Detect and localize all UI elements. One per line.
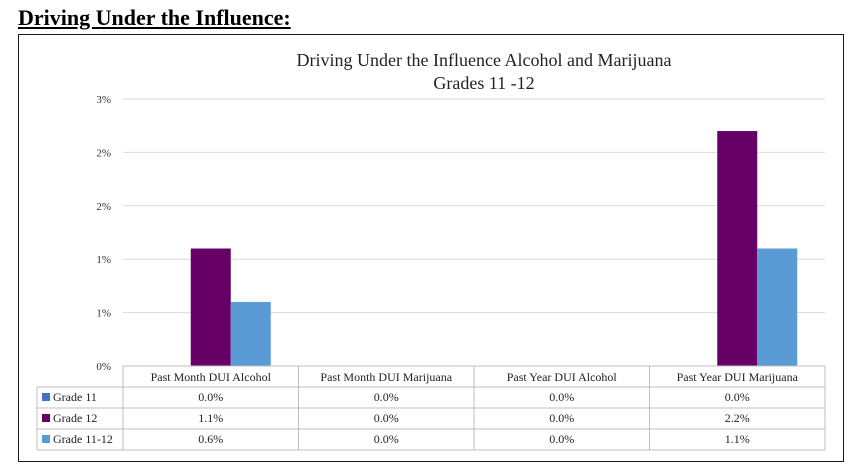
- bar: [717, 131, 758, 366]
- table-cell-value: 0.0%: [374, 411, 399, 425]
- table-cell-value: 0.0%: [725, 390, 750, 404]
- legend-label: Grade 11-12: [53, 432, 113, 446]
- bar: [230, 301, 271, 366]
- bar: [190, 248, 231, 366]
- table-cell-value: 1.1%: [725, 432, 750, 446]
- y-tick-label: 1%: [96, 254, 111, 266]
- table-cell-value: 0.0%: [549, 411, 574, 425]
- y-tick-label: 1%: [96, 308, 111, 320]
- table-cell-value: 0.0%: [549, 390, 574, 404]
- legend-key: [42, 435, 50, 443]
- table-cell-value: 0.0%: [374, 432, 399, 446]
- category-label: Past Year DUI Marijuana: [677, 370, 799, 384]
- table-cell-value: 0.0%: [198, 390, 223, 404]
- y-tick-label: 2%: [96, 147, 111, 159]
- table-cell-value: 0.0%: [374, 390, 399, 404]
- y-tick-label: 2%: [96, 201, 111, 213]
- chart-title-line: Grades 11 -12: [433, 73, 534, 93]
- legend-key: [42, 414, 50, 422]
- legend-label: Grade 11: [53, 390, 97, 404]
- table-cell-value: 0.6%: [198, 432, 223, 446]
- category-label: Past Year DUI Alcohol: [507, 370, 618, 384]
- bar: [757, 248, 798, 366]
- table-cell-value: 1.1%: [198, 411, 223, 425]
- legend-label: Grade 12: [53, 411, 97, 425]
- category-label: Past Month DUI Alcohol: [151, 370, 272, 384]
- table-cell-value: 2.2%: [725, 411, 750, 425]
- chart-frame: Driving Under the Influence Alcohol and …: [18, 34, 844, 462]
- page-heading: Driving Under the Influence:: [18, 5, 291, 30]
- legend-key: [42, 393, 50, 401]
- chart-title-line: Driving Under the Influence Alcohol and …: [297, 50, 672, 70]
- category-label: Past Month DUI Marijuana: [320, 370, 452, 384]
- y-tick-label: 0%: [96, 361, 111, 373]
- table-cell-value: 0.0%: [549, 432, 574, 446]
- y-tick-label: 3%: [96, 94, 111, 106]
- chart: Driving Under the Influence Alcohol and …: [36, 50, 826, 451]
